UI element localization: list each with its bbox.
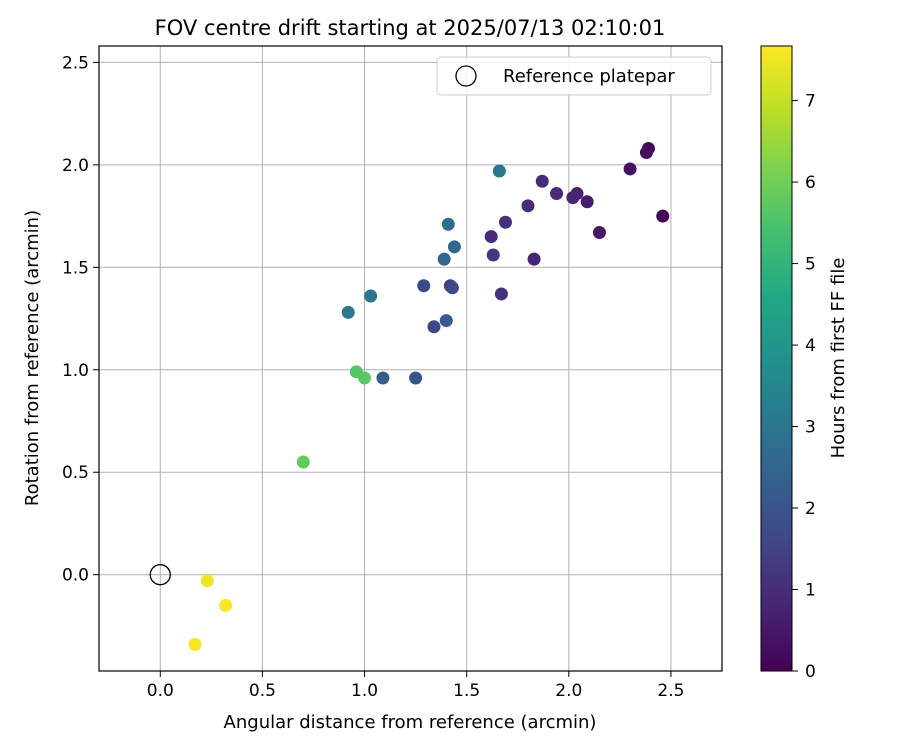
colorbar-tick-label: 1 bbox=[805, 581, 816, 601]
x-tick-label: 2.5 bbox=[657, 681, 684, 701]
legend-box bbox=[436, 56, 712, 96]
scatter-point bbox=[639, 146, 653, 160]
y-tick-label: 1.0 bbox=[62, 361, 89, 381]
colorbar-tick-label: 2 bbox=[805, 499, 816, 519]
scatter-point bbox=[492, 164, 506, 178]
scatter-point bbox=[296, 455, 310, 469]
x-tick-label: 0.5 bbox=[249, 681, 276, 701]
scatter-point bbox=[484, 230, 498, 244]
colorbar-tick-label: 6 bbox=[805, 173, 816, 193]
y-axis-label: Rotation from reference (arcmin) bbox=[22, 210, 43, 506]
grid-lines bbox=[99, 46, 722, 671]
colorbar-tick-label: 5 bbox=[805, 255, 816, 275]
scatter-point bbox=[535, 174, 549, 188]
colorbar-ticks: 0 1 2 3 4 5 6 7 bbox=[792, 92, 816, 682]
legend: Reference platepar bbox=[436, 56, 712, 96]
legend-label: Reference platepar bbox=[503, 66, 675, 87]
scatter-point bbox=[439, 314, 453, 328]
scatter-point bbox=[486, 248, 500, 262]
scatter-point bbox=[188, 637, 202, 651]
colorbar-tick-label: 3 bbox=[805, 418, 816, 438]
colorbar-tick-label: 0 bbox=[805, 662, 816, 682]
scatter-point bbox=[427, 320, 441, 334]
scatter-point bbox=[494, 287, 508, 301]
scatter-point bbox=[200, 574, 214, 588]
scatter-point bbox=[623, 162, 637, 176]
scatter-point bbox=[441, 217, 455, 231]
x-axis-label: Angular distance from reference (arcmin) bbox=[224, 712, 597, 733]
y-tick-label: 2.5 bbox=[62, 53, 89, 73]
colorbar-label: Hours from first FF file bbox=[828, 258, 849, 459]
x-axis-ticks: 0.0 0.5 1.0 1.5 2.0 2.5 bbox=[147, 671, 684, 701]
chart-title: FOV centre drift starting at 2025/07/13 … bbox=[155, 16, 666, 40]
scatter-point bbox=[437, 252, 451, 266]
scatter-point bbox=[580, 195, 594, 209]
colorbar-gradient bbox=[760, 45, 793, 672]
scatter-point bbox=[409, 371, 423, 385]
scatter-point bbox=[445, 281, 459, 295]
scatter-point bbox=[219, 598, 233, 612]
scatter-point bbox=[592, 225, 606, 239]
y-tick-label: 0.0 bbox=[62, 566, 89, 586]
scatter-point bbox=[376, 371, 390, 385]
scatter-point bbox=[417, 279, 431, 293]
scatter-point bbox=[521, 199, 535, 213]
x-tick-label: 0.0 bbox=[147, 681, 174, 701]
y-tick-label: 0.5 bbox=[62, 463, 89, 483]
scatter-point bbox=[447, 240, 461, 254]
reference-platepar-marker bbox=[149, 564, 171, 586]
scatter-point bbox=[527, 252, 541, 266]
y-tick-label: 2.0 bbox=[62, 156, 89, 176]
colorbar: 0 1 2 3 4 5 6 7 Hours from first FF file bbox=[760, 45, 849, 682]
colorbar-tick-label: 7 bbox=[805, 92, 816, 112]
scatter-point bbox=[566, 191, 580, 205]
y-tick-label: 1.5 bbox=[62, 258, 89, 278]
colorbar-tick-label: 4 bbox=[805, 336, 816, 356]
data-points bbox=[149, 141, 670, 651]
plot-frame bbox=[98, 45, 723, 672]
x-tick-label: 1.5 bbox=[453, 681, 480, 701]
scatter-point bbox=[364, 289, 378, 303]
scatter-point bbox=[550, 187, 564, 201]
scatter-point bbox=[656, 209, 670, 223]
scatter-point bbox=[498, 215, 512, 229]
x-tick-label: 1.0 bbox=[351, 681, 378, 701]
legend-marker-reference bbox=[455, 65, 477, 87]
scatter-point bbox=[358, 371, 372, 385]
y-axis-ticks: 0.0 0.5 1.0 1.5 2.0 2.5 bbox=[62, 53, 99, 586]
scatter-point bbox=[341, 305, 355, 319]
x-tick-label: 2.0 bbox=[555, 681, 582, 701]
